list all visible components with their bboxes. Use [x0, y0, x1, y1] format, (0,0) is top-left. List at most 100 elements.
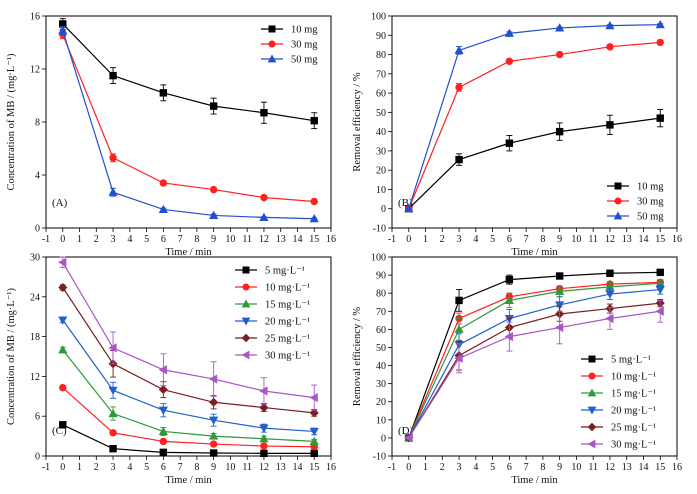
x-tick-label: 4	[127, 462, 132, 473]
data-point	[455, 83, 463, 92]
series-2	[59, 383, 318, 451]
x-tick-label: 1	[77, 234, 82, 245]
x-tick-label: 6	[161, 234, 166, 245]
y-tick-label: 18	[30, 332, 40, 343]
series-line	[62, 34, 315, 203]
data-point	[555, 50, 564, 59]
series-line	[62, 262, 315, 399]
series-line	[62, 30, 315, 220]
y-tick-label: 16	[30, 12, 40, 23]
data-point	[158, 385, 168, 395]
x-tick-label: 3	[457, 234, 462, 245]
data-point	[656, 114, 664, 122]
x-tick-label: 7	[524, 234, 529, 245]
x-tick-label: 10	[571, 462, 581, 473]
legend-label: 15 mg·L⁻¹	[611, 389, 656, 400]
series-3	[58, 345, 319, 445]
data-point	[505, 57, 514, 65]
y-tick-label: 50	[376, 108, 386, 119]
series-line	[62, 319, 315, 433]
data-point	[260, 109, 268, 117]
data-point	[656, 268, 664, 277]
data-point	[158, 365, 167, 375]
data-point	[606, 43, 614, 51]
series-line	[62, 424, 315, 454]
legend-marker	[587, 406, 597, 415]
x-tick-label: 10	[225, 462, 235, 473]
series-line	[408, 310, 661, 439]
legend-label: 30 mg	[291, 40, 318, 51]
data-point	[158, 426, 168, 436]
x-tick-label: 6	[507, 462, 512, 473]
y-tick-label: 30	[376, 146, 386, 157]
data-point	[59, 421, 67, 429]
x-tick-label: 16	[326, 462, 336, 473]
data-point	[655, 306, 664, 316]
data-point	[209, 416, 219, 425]
x-tick-label: 15	[309, 462, 319, 473]
y-tick-label: 100	[371, 12, 386, 23]
legend-label: 10 mg·L⁻¹	[265, 283, 310, 294]
data-point	[260, 449, 268, 458]
x-tick-label: 3	[111, 234, 116, 245]
data-point	[605, 20, 615, 30]
data-point	[655, 19, 665, 29]
series-2	[405, 38, 664, 213]
data-point	[555, 23, 565, 32]
x-tick-label: 14	[292, 234, 302, 245]
y-tick-label: 20	[376, 166, 386, 177]
series-1	[59, 18, 318, 130]
series-line	[408, 281, 661, 439]
data-point	[108, 386, 118, 396]
x-tick-label: -1	[42, 462, 50, 473]
panel-d: -1 0 1 2 3 4 5 6 7 8 9 10 11 12 13 14 15 16-1001020304050…	[352, 253, 682, 487]
series-line	[408, 271, 661, 439]
y-axis-label: Removal efficiency / %	[352, 72, 363, 171]
data-point	[555, 127, 564, 136]
y-tick-label: 70	[376, 69, 386, 80]
x-tick-label: 12	[259, 234, 269, 245]
y-tick-label: 12	[30, 372, 40, 383]
x-tick-label: 7	[524, 462, 529, 473]
data-point	[209, 449, 218, 457]
x-tick-label: 16	[672, 234, 682, 245]
data-point	[656, 38, 664, 47]
x-tick-label: 6	[507, 234, 512, 245]
x-tick-label: 11	[588, 462, 598, 473]
legend-label: 20 mg·L⁻¹	[611, 406, 656, 417]
x-tick-label: 10	[225, 234, 235, 245]
y-tick-label: 24	[30, 292, 40, 303]
x-tick-label: 5	[144, 462, 149, 473]
legend-label: 20 mg·L⁻¹	[265, 317, 310, 328]
data-point	[209, 397, 219, 407]
legend-label: 25 mg·L⁻¹	[265, 334, 310, 345]
x-tick-label: 12	[605, 234, 615, 245]
y-tick-label: -10	[373, 452, 386, 463]
data-point	[159, 448, 168, 457]
x-tick-label: 13	[276, 234, 286, 245]
series-line	[62, 387, 315, 448]
data-point	[108, 343, 117, 353]
data-point	[58, 345, 68, 354]
y-tick-label: 40	[376, 127, 386, 138]
panel-label: (A)	[52, 197, 68, 209]
data-point	[505, 139, 514, 147]
data-point	[605, 290, 615, 299]
x-tick-label: 2	[94, 462, 99, 473]
x-tick-label: 7	[178, 462, 183, 473]
data-point	[555, 286, 565, 295]
legend-marker	[587, 388, 597, 397]
x-tick-label: 15	[309, 234, 319, 245]
legend-label: 10 mg	[291, 25, 318, 36]
x-tick-label: 0	[60, 462, 65, 473]
x-tick-label: 0	[406, 462, 411, 473]
x-axis-label: Time / min	[165, 247, 212, 258]
legend: 5 mg·L⁻¹ 10 mg·L⁻¹ 15 mg·L⁻¹ 20 mg·L⁻¹ 25 mg…	[235, 266, 310, 362]
legend-marker	[613, 211, 623, 220]
data-point	[504, 332, 513, 342]
series-line	[408, 302, 661, 439]
data-point	[260, 442, 268, 450]
x-axis-label: Time / min	[511, 247, 558, 258]
x-tick-label: 12	[259, 462, 269, 473]
x-tick-label: 6	[161, 462, 166, 473]
